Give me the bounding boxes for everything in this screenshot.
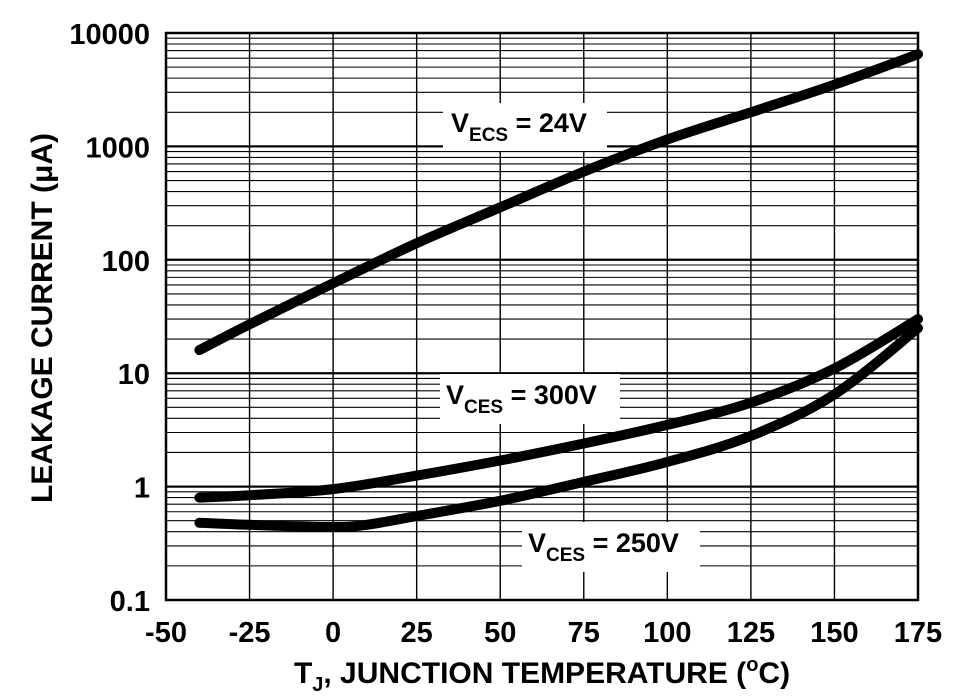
x-tick-label: 75: [568, 617, 600, 649]
series-label-sub: CES: [546, 545, 585, 566]
plot-frame: [164, 31, 920, 602]
plot-border: [164, 31, 920, 602]
x-axis-label: TJ, JUNCTION TEMPERATURE (oC): [294, 654, 790, 696]
x-tick-label: -25: [229, 617, 271, 649]
series-label-text: VECS = 24V: [451, 108, 587, 146]
y-tick-label: 1000: [85, 132, 150, 164]
series-label-main: V: [451, 108, 469, 138]
series-label-sub: ECS: [469, 125, 508, 146]
y-tick-label: 1: [134, 473, 150, 505]
series-label-main: V: [446, 380, 464, 410]
series-label-vecs-24v: VECS = 24V: [443, 103, 607, 151]
series-label-text: VCES = 250V: [528, 528, 679, 566]
x-tick-label: 50: [484, 617, 516, 649]
series-line-vecs-24v: [194, 49, 923, 356]
y-tick-label: 10000: [69, 19, 150, 51]
y-axis-label: LEAKAGE CURRENT (μA): [26, 133, 59, 503]
series-label-vces-250v: VCES = 250V: [522, 522, 700, 572]
x-axis-label-end: C): [758, 657, 790, 690]
series-lines: [194, 49, 923, 532]
x-tick-label: -50: [145, 617, 187, 649]
x-tick-label: 100: [643, 617, 691, 649]
x-axis-label-rest: , JUNCTION TEMPERATURE (: [323, 657, 746, 690]
y-tick-label: 10: [118, 359, 150, 391]
series-label-background: [440, 374, 620, 424]
x-tick-label: 125: [727, 617, 775, 649]
series-line-vces-250v: [194, 323, 923, 532]
series-label-sub: CES: [464, 397, 503, 418]
x-axis-label-main: T: [294, 657, 312, 690]
x-tick-label: 0: [325, 617, 341, 649]
series-label-vces-300v: VCES = 300V: [440, 374, 620, 424]
x-tick-label: 25: [401, 617, 433, 649]
x-tick-label: 150: [810, 617, 858, 649]
x-axis-label-sup: o: [746, 654, 758, 676]
series-label-background: [443, 103, 607, 151]
series-label-main: V: [528, 528, 546, 558]
series-label-background: [522, 522, 700, 572]
series-label-rest: = 24V: [508, 108, 587, 138]
tick-labels: -50 -25 0 25 50 75 100 125 150 175 0.1 1 10 100 1000 10…: [69, 19, 942, 649]
y-tick-label: 100: [102, 246, 150, 278]
x-tick-label: 175: [894, 617, 942, 649]
series-label-text: VCES = 300V: [446, 380, 597, 418]
y-tick-label: 0.1: [110, 586, 150, 618]
x-axis-label-sub: J: [312, 674, 323, 696]
series-label-rest: = 300V: [503, 380, 597, 410]
series-label-rest: = 250V: [585, 528, 679, 558]
series-line-vces-300v: [194, 314, 923, 503]
